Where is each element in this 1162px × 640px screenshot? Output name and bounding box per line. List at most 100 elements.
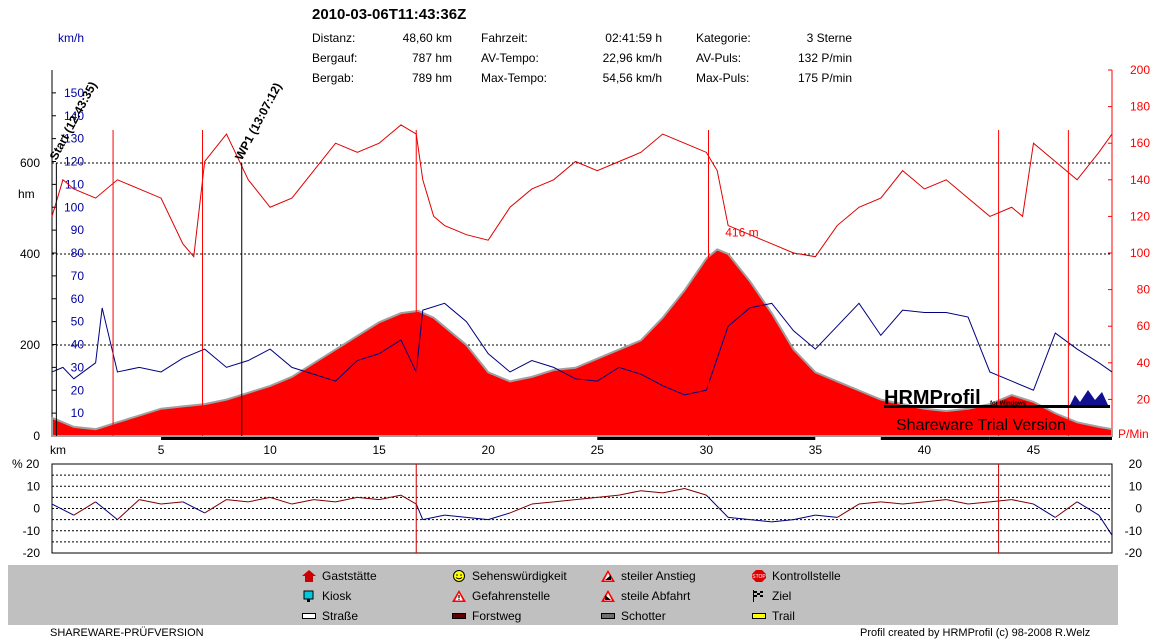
gradient-segment (269, 496, 293, 505)
stat-label-bergauf: Bergauf: (312, 51, 358, 65)
gradient-segment (1098, 514, 1113, 536)
gradient-right-tick-label: -10 (1125, 524, 1143, 538)
legend-label: Ziel (772, 589, 792, 603)
stat-value-distanz: 48,60 km (402, 31, 452, 45)
gradient-segment (880, 501, 903, 505)
x-tick-label: 30 (700, 443, 714, 457)
speed-tick-label: 50 (71, 315, 85, 329)
stat-value-kategorie: 3 Sterne (806, 31, 852, 45)
gradient-segment (531, 501, 554, 505)
heart-rate-tick-label: 140 (1130, 173, 1150, 187)
gradient-segment (226, 499, 249, 503)
gradient-segment (444, 514, 467, 518)
speed-tick-label: 150 (64, 86, 84, 100)
legend-label: Schotter (621, 609, 666, 623)
gradient-segment (618, 490, 641, 496)
gradient-segment (1055, 501, 1078, 518)
surface-band (815, 436, 881, 440)
stat-value-bergauf: 787 hm (411, 51, 452, 65)
x-tick-label: 15 (372, 443, 386, 457)
speed-tick-label: 60 (71, 292, 85, 306)
gradient-segment (466, 516, 489, 521)
footer-credit: Profil created by HRMProfil (c) 98-2008 … (860, 627, 1091, 639)
gradient-segment (1011, 499, 1034, 505)
surface-band (989, 436, 1112, 440)
stat-label-av-puls: AV-Puls: (696, 51, 742, 65)
gradient-segment (161, 501, 183, 505)
legend-label: Sehenswürdigkeit (472, 569, 567, 583)
speed-tick-label: 40 (71, 338, 85, 352)
legend-label: steiler Anstieg (621, 569, 696, 583)
legend-label: Trail (772, 609, 795, 623)
gradient-right-tick-label: 0 (1135, 502, 1142, 516)
legend-label: Straße (322, 609, 359, 623)
elevation-tick-label: 400 (20, 247, 40, 261)
gradient-segment (509, 503, 533, 514)
heart-rate-tick-label: 120 (1130, 209, 1150, 223)
elevation-unit-label: hm (18, 187, 35, 201)
gradient-segment (95, 501, 118, 521)
x-tick-label: 25 (591, 443, 605, 457)
gradient-segment (728, 516, 750, 521)
gradient-segment (836, 503, 860, 518)
gradient-tick-label: -10 (23, 524, 41, 538)
elevation-tick-label: 0 (33, 429, 40, 443)
gradient-segment (597, 494, 620, 498)
speed-tick-label: 100 (64, 200, 84, 214)
gradient-segment (335, 496, 358, 503)
gradient-segment (400, 494, 417, 505)
x-tick-label: 20 (482, 443, 496, 457)
surface-band (161, 436, 380, 440)
speed-tick-label: 30 (71, 360, 85, 374)
legend-label: Kiosk (322, 589, 352, 603)
gradient-segment (313, 499, 336, 503)
x-tick-label: 10 (263, 443, 277, 457)
gradient-segment (357, 496, 380, 501)
gradient-segment (749, 519, 772, 523)
gradient-segment (415, 503, 424, 520)
gradient-right-tick-label: 20 (1129, 457, 1143, 471)
surface-band (488, 436, 598, 440)
gradient-segment (946, 499, 969, 505)
stat-label-max-puls: Max-Puls: (696, 71, 750, 85)
stat-label-av-tempo: AV-Tempo: (481, 51, 539, 65)
speed-tick-label: 10 (71, 406, 85, 420)
gradient-segment (662, 487, 685, 494)
watermark-title: HRMProfil (884, 387, 981, 409)
stat-value-max-puls: 175 P/min (797, 71, 852, 85)
x-tick-label: 35 (809, 443, 823, 457)
gradient-segment (815, 514, 838, 518)
legend-label: Forstweg (472, 609, 522, 623)
speed-tick-label: 70 (71, 269, 85, 283)
steep-down-icon (601, 590, 615, 602)
stat-label-max-tempo: Max-Tempo: (481, 71, 548, 85)
gradient-segment (771, 519, 794, 523)
gradient-segment (575, 496, 598, 501)
gradient-segment (858, 501, 881, 505)
x-unit-label: km (50, 443, 66, 457)
gradient-segment (924, 499, 947, 503)
peak-label: 416 m (725, 226, 758, 240)
speed-unit-label: km/h (58, 31, 84, 45)
heart-rate-line (51, 124, 1113, 258)
x-tick-label: 45 (1027, 443, 1041, 457)
speed-line (51, 302, 1113, 396)
stat-value-fahrzeit: 02:41:59 h (605, 31, 662, 45)
heart-rate-tick-label: 160 (1130, 136, 1150, 150)
gradient-segment (117, 499, 140, 520)
svg-text:STOP: STOP (752, 574, 766, 580)
gradient-segment (902, 501, 925, 505)
steep-up-icon (601, 570, 615, 582)
gradient-segment (182, 501, 205, 514)
page-title: 2010-03-06T11:43:36Z (312, 6, 467, 23)
gradient-segment (1076, 501, 1100, 516)
watermark-subtitle: Shareware Trial Version (896, 417, 1066, 434)
forstweg-icon (452, 610, 466, 622)
waypoint-label: WP1 (13:07:12) (232, 80, 284, 162)
heart-rate-unit-label: P/Min (1118, 427, 1149, 441)
gradient-segment (291, 499, 314, 505)
speed-tick-label: 120 (64, 155, 84, 169)
watermark-rule (884, 405, 1110, 408)
gradient-segment (73, 501, 96, 516)
stat-value-max-tempo: 54,56 km/h (602, 71, 662, 85)
